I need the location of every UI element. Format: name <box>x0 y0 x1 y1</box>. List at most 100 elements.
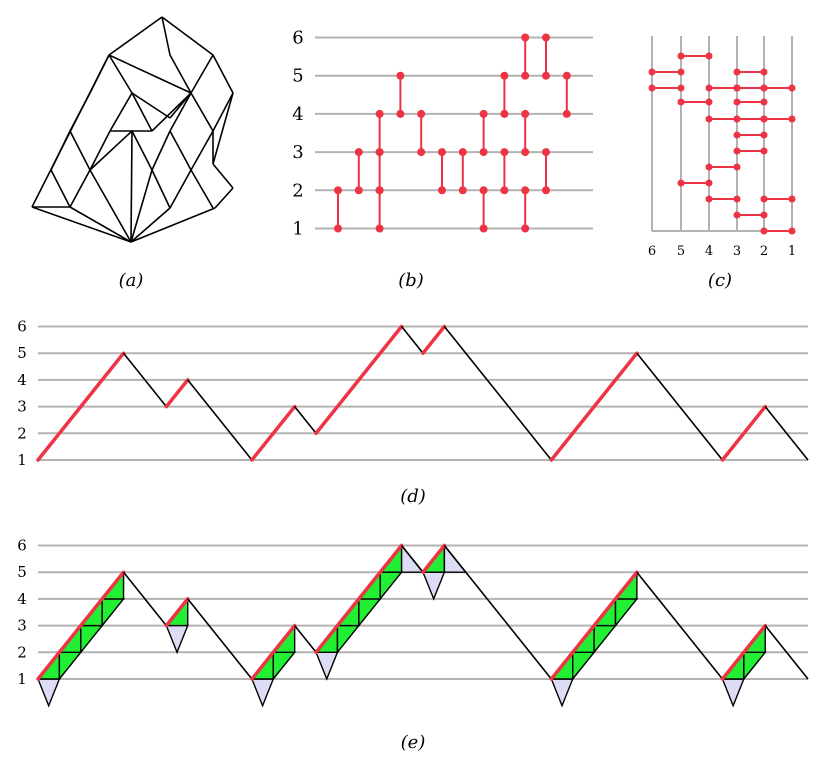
down-step <box>400 544 424 573</box>
dimer-dot <box>788 115 796 123</box>
y-tick-label: 2 <box>17 643 27 661</box>
dimer-dot <box>542 186 550 195</box>
green-triangle <box>743 651 767 681</box>
lavender-triangle <box>36 678 61 708</box>
tiling-edge <box>31 206 132 243</box>
dimer-dot <box>705 195 713 203</box>
green-triangle <box>379 571 404 601</box>
dimer-dot <box>542 71 550 80</box>
panel-b-grid <box>315 36 593 230</box>
down-step <box>764 625 809 680</box>
tiling-edge <box>212 163 234 189</box>
panel-b: 1 2 3 4 5 6 (b) <box>292 28 593 291</box>
dimer-dot <box>417 109 426 118</box>
tiling-edge <box>69 92 91 132</box>
y-tick-label: 5 <box>17 344 27 362</box>
dimer-dot <box>760 227 768 235</box>
tiling-edge <box>89 130 133 171</box>
dimer-dot <box>562 109 571 118</box>
dimer-dot <box>500 186 509 195</box>
panel-d-y-ticks: 1 2 3 4 5 6 <box>17 318 27 470</box>
tiling-edge <box>50 130 71 171</box>
y-tick-label: 2 <box>17 424 27 442</box>
dimer-dot <box>500 148 509 157</box>
panel-d-caption: (d) <box>400 486 426 507</box>
tiling-edge <box>50 169 71 208</box>
tiling-edge <box>212 92 234 165</box>
dimer-dot <box>788 84 796 92</box>
down-step <box>443 325 552 461</box>
dimer-dot <box>562 71 571 80</box>
tiling-edge <box>151 130 171 171</box>
tiling-edge <box>190 169 214 209</box>
dimer-dot <box>760 147 768 155</box>
panel-d-grid <box>38 325 808 461</box>
panel-c-grid <box>651 36 793 232</box>
green-triangle <box>80 624 104 655</box>
tiling-edge <box>108 16 163 56</box>
dimer-dot <box>375 224 384 233</box>
tiling-edge <box>130 207 216 243</box>
tiling-edge <box>109 92 133 132</box>
y-tick-label: 3 <box>17 617 27 635</box>
y-tick-label: 4 <box>292 104 303 125</box>
tiling-edge <box>190 54 214 94</box>
up-step <box>250 404 297 462</box>
y-tick-label: 1 <box>17 670 27 688</box>
dimer-dot <box>396 71 405 80</box>
panel-c: 6 5 4 3 2 1 (c) <box>648 36 796 291</box>
dimer-dot <box>648 84 656 92</box>
y-tick-label: 6 <box>292 28 303 49</box>
green-triangle <box>101 598 126 628</box>
lavender-triangle <box>721 678 745 708</box>
tiling-edge <box>190 92 214 132</box>
down-step <box>443 544 552 680</box>
tiling-edge <box>130 207 171 243</box>
tiling-edge <box>69 130 91 171</box>
dimer-dot <box>760 98 768 106</box>
y-tick-label: 2 <box>292 180 303 201</box>
panel-b-y-ticks: 1 2 3 4 5 6 <box>292 28 303 240</box>
down-step <box>187 598 253 680</box>
dimer-dot <box>760 115 768 123</box>
tiling-edge <box>190 130 214 171</box>
tiling-edge <box>130 130 133 243</box>
tiling-edge <box>169 169 192 209</box>
x-tick-label: 4 <box>705 244 713 259</box>
green-triangle <box>336 624 361 655</box>
dimer-dot <box>733 68 741 76</box>
dimer-dot <box>396 109 405 118</box>
down-step <box>400 325 424 354</box>
dimer-dot <box>500 71 509 80</box>
tiling-edge <box>169 130 192 171</box>
down-step <box>636 352 724 461</box>
dimer-dot <box>733 115 741 123</box>
panel-d: 1 2 3 4 5 6 (d) <box>17 318 809 507</box>
panel-e-grid <box>38 544 808 680</box>
dimer-dot <box>479 224 488 233</box>
dimer-dot <box>334 186 342 195</box>
y-tick-label: 3 <box>17 398 27 416</box>
lavender-triangle <box>421 571 446 601</box>
dimer-dot <box>438 186 446 195</box>
dimer-dot <box>788 227 796 235</box>
dimer-dot <box>334 224 342 233</box>
dimer-dot <box>705 115 713 123</box>
dimer-dot <box>760 84 768 92</box>
dimer-dot <box>521 186 530 195</box>
tiling-edge <box>161 16 171 56</box>
dimer-dot <box>521 71 530 80</box>
down-step <box>636 571 724 680</box>
down-step <box>122 571 167 627</box>
dimer-dot <box>733 131 741 139</box>
dimer-dot <box>705 98 713 106</box>
tiling-edge <box>151 169 171 209</box>
down-step <box>122 352 167 408</box>
panel-a-caption: (a) <box>119 270 144 291</box>
dimer-dot <box>733 84 741 92</box>
lavender-triangle <box>250 678 275 708</box>
y-tick-label: 4 <box>17 371 27 389</box>
dimer-dot <box>417 148 426 157</box>
panel-c-caption: (c) <box>708 270 732 291</box>
